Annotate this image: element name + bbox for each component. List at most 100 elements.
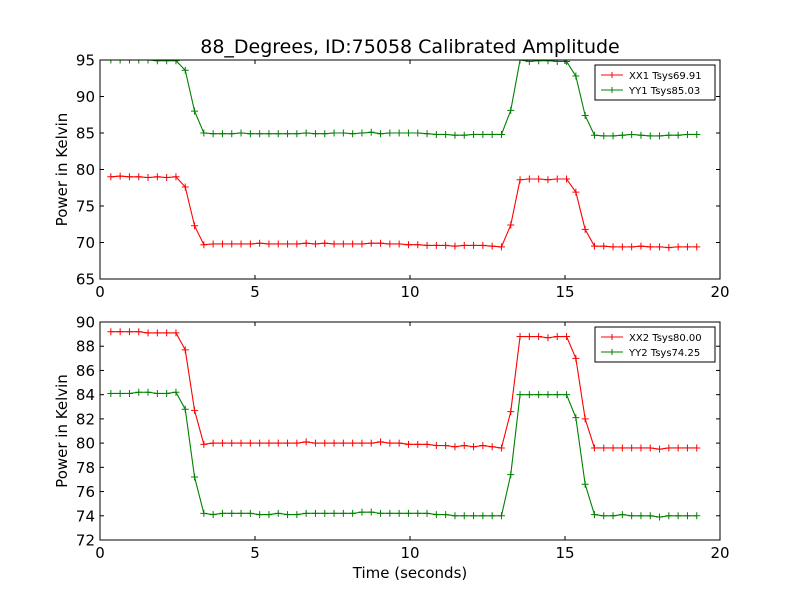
data-point bbox=[581, 480, 589, 488]
data-point bbox=[181, 405, 189, 413]
data-point bbox=[590, 444, 598, 452]
data-point bbox=[516, 60, 524, 64]
data-point bbox=[581, 111, 589, 119]
data-point bbox=[153, 60, 161, 65]
data-point bbox=[107, 173, 115, 181]
legend-marker bbox=[609, 87, 615, 93]
data-point bbox=[302, 129, 310, 137]
x-axis-label: Time (seconds) bbox=[352, 564, 468, 582]
data-point bbox=[525, 60, 533, 65]
data-point bbox=[349, 509, 357, 517]
data-point bbox=[311, 130, 319, 138]
data-point bbox=[442, 241, 450, 249]
data-point bbox=[358, 508, 366, 516]
data-point bbox=[181, 66, 189, 74]
y-tick-label: 72 bbox=[76, 532, 95, 550]
data-point bbox=[237, 240, 245, 248]
data-point bbox=[563, 60, 571, 65]
x-tick-label: 0 bbox=[95, 283, 105, 301]
data-point bbox=[674, 444, 682, 452]
y-axis-label: Power in Kelvin bbox=[53, 113, 71, 227]
data-point bbox=[637, 131, 645, 139]
data-point bbox=[339, 509, 347, 517]
data-point bbox=[693, 130, 701, 138]
data-point bbox=[395, 439, 403, 447]
data-point bbox=[525, 391, 533, 399]
data-point bbox=[116, 172, 124, 180]
data-point bbox=[237, 439, 245, 447]
data-point bbox=[172, 60, 180, 65]
data-point bbox=[507, 106, 515, 114]
data-point bbox=[209, 130, 217, 138]
data-point bbox=[377, 130, 385, 138]
data-point bbox=[358, 129, 366, 137]
data-point bbox=[609, 132, 617, 140]
data-point bbox=[144, 174, 152, 182]
data-point bbox=[293, 240, 301, 248]
data-point bbox=[218, 509, 226, 517]
data-point bbox=[646, 444, 654, 452]
data-point bbox=[665, 444, 673, 452]
data-point bbox=[544, 176, 552, 184]
data-point bbox=[349, 439, 357, 447]
data-point bbox=[116, 389, 124, 397]
data-point bbox=[460, 512, 468, 520]
data-point bbox=[581, 225, 589, 233]
data-point bbox=[228, 439, 236, 447]
data-point bbox=[330, 439, 338, 447]
data-point bbox=[618, 243, 626, 251]
legend: XX1 Tsys69.91 YY1 Tsys85.03 bbox=[594, 64, 716, 101]
data-point bbox=[181, 346, 189, 354]
data-point bbox=[246, 439, 254, 447]
data-point bbox=[246, 509, 254, 517]
y-axis-label: Power in Kelvin bbox=[53, 374, 71, 488]
data-point bbox=[125, 389, 133, 397]
data-point bbox=[572, 414, 580, 422]
data-point bbox=[479, 442, 487, 450]
data-point bbox=[256, 439, 264, 447]
y-tick-label: 82 bbox=[76, 410, 95, 428]
data-point bbox=[414, 241, 422, 249]
data-point bbox=[628, 243, 636, 251]
data-point bbox=[367, 508, 375, 516]
data-point bbox=[516, 391, 524, 399]
data-point bbox=[367, 128, 375, 136]
data-point bbox=[395, 509, 403, 517]
data-point bbox=[284, 130, 292, 138]
data-point bbox=[460, 241, 468, 249]
data-point bbox=[488, 443, 496, 451]
data-point bbox=[414, 129, 422, 137]
data-point bbox=[637, 444, 645, 452]
data-point bbox=[609, 243, 617, 251]
series-line-0-0 bbox=[110, 175, 697, 249]
data-point bbox=[135, 173, 143, 181]
data-point bbox=[423, 440, 431, 448]
data-point bbox=[581, 415, 589, 423]
data-point bbox=[628, 444, 636, 452]
data-point bbox=[321, 239, 329, 247]
data-point bbox=[404, 440, 412, 448]
data-point bbox=[609, 512, 617, 520]
x-tick-label: 20 bbox=[710, 283, 729, 301]
x-tick-label: 10 bbox=[400, 283, 419, 301]
data-point bbox=[311, 439, 319, 447]
y-tick-label: 86 bbox=[76, 362, 95, 380]
legend-marker bbox=[609, 349, 615, 355]
y-tick-label: 80 bbox=[76, 161, 95, 179]
x-tick-label: 15 bbox=[555, 283, 574, 301]
data-point bbox=[618, 131, 626, 139]
data-point bbox=[339, 439, 347, 447]
data-point bbox=[163, 329, 171, 337]
data-point bbox=[135, 60, 143, 64]
legend: XX2 Tsys80.00 YY2 Tsys74.25 bbox=[594, 326, 716, 363]
data-point bbox=[172, 329, 180, 337]
data-point bbox=[535, 60, 543, 65]
data-point bbox=[432, 130, 440, 138]
data-point bbox=[525, 333, 533, 341]
x-tick-label: 5 bbox=[250, 544, 260, 562]
data-point bbox=[451, 131, 459, 139]
data-point bbox=[386, 509, 394, 517]
data-point bbox=[153, 329, 161, 337]
series-line-0-1 bbox=[110, 60, 697, 137]
